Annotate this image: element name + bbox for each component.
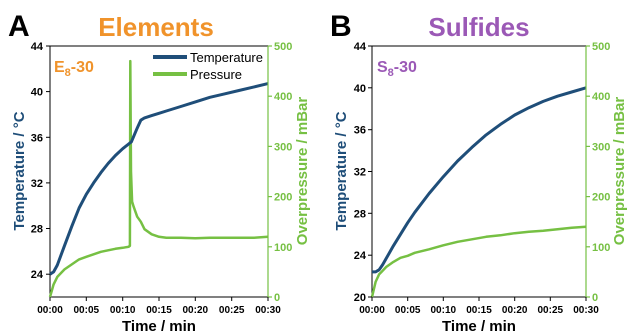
panel-b-xtick: 00:20 [502, 305, 528, 316]
panel-b-ytick-left: 44 [354, 41, 367, 53]
panel-b-ytick-left: 36 [354, 125, 366, 137]
panel-a-xtick: 00:00 [37, 305, 63, 316]
panel-a-ytick-left: 32 [31, 178, 43, 190]
panel-b-ylabel-left: Temperature / °C [333, 111, 350, 230]
panel-b-ytick-right: 200 [592, 192, 610, 204]
panel-b-title: Sulfides [428, 12, 529, 42]
panel-b-xtick: 00:05 [395, 305, 421, 316]
panel-a-sample-label: E8-30 [54, 59, 94, 79]
panel-a-xtick: 00:20 [183, 305, 209, 316]
panel-b-ytick-right: 500 [592, 41, 610, 53]
panel-a-xtick: 00:30 [255, 305, 281, 316]
panel-b-x-axis [371, 297, 587, 301]
panel-a-sample-label-sub: 8 [65, 67, 71, 79]
panel-a-left-axis [46, 45, 50, 275]
panel-a-xtick: 00:25 [219, 305, 245, 316]
panel-a-right-axis [267, 45, 272, 298]
panel-b-ytick-right: 0 [592, 292, 598, 304]
panel-a-title: Elements [98, 12, 214, 42]
panel-a: A Elements E8-30 Temperature Pressure 44… [8, 10, 311, 335]
panel-b-ytick-left: 24 [354, 250, 367, 262]
panel-b-series-lines [370, 86, 587, 298]
panel-a-series-lines [48, 59, 269, 298]
panel-a-ytick-right: 500 [274, 41, 292, 53]
panel-b-xtick: 00:15 [466, 305, 492, 316]
panel-a-xtick: 00:05 [74, 305, 100, 316]
panel-b-right-axis [585, 45, 590, 298]
panel-b-sample-label-sub: 8 [388, 67, 394, 79]
panel-a-ytick-right: 0 [274, 292, 280, 304]
panel-a-sample-label-suffix: -30 [71, 59, 94, 76]
panel-b-plot-frame [371, 45, 587, 298]
panel-letter-b: B [330, 10, 352, 43]
panel-b-ytick-right: 400 [592, 91, 610, 103]
panel-a-ytick-right: 200 [274, 192, 292, 204]
panel-a-sample-label-main: E [54, 59, 65, 76]
panel-a-ytick-left: 44 [31, 41, 44, 53]
panel-b-ytick-right: 100 [592, 242, 610, 254]
panel-a-x-axis [49, 297, 269, 301]
panel-b: B Sulfides S8-30 44 40 36 32 28 24 20 Te… [330, 10, 628, 335]
legend-pressure-label: Pressure [190, 67, 242, 82]
panel-a-ytick-left: 24 [31, 269, 44, 281]
panel-a-ytick-left: 40 [31, 87, 43, 99]
panel-a-ytick-right: 400 [274, 91, 292, 103]
panel-a-ytick-right: 300 [274, 141, 292, 153]
panel-b-xlabel: Time / min [442, 318, 516, 335]
panel-b-sample-label-main: S [377, 59, 388, 76]
panel-b-left-axis [368, 45, 372, 298]
panel-a-ylabel-right: Overpressure / mBar [294, 97, 311, 246]
series-line-temperature [49, 82, 269, 276]
panel-a-xtick: 00:15 [146, 305, 172, 316]
legend-temperature-label: Temperature [190, 50, 263, 65]
panel-letter-a: A [8, 10, 30, 43]
panel-b-ytick-left: 32 [354, 167, 366, 179]
panel-a-legend: Temperature Pressure [153, 50, 263, 82]
panel-b-ytick-left: 40 [354, 83, 366, 95]
panel-b-xtick: 00:25 [538, 305, 564, 316]
panel-a-ytick-right: 100 [274, 242, 292, 254]
panel-b-ytick-left: 28 [354, 208, 366, 220]
panel-a-xlabel: Time / min [122, 318, 196, 335]
panel-a-xtick: 00:10 [110, 305, 136, 316]
panel-b-sample-label-suffix: -30 [394, 59, 417, 76]
panel-b-ytick-right: 300 [592, 141, 610, 153]
series-line-pressure [370, 225, 587, 298]
panel-a-ytick-left: 36 [31, 132, 43, 144]
series-line-temperature [372, 86, 587, 274]
panel-b-ytick-left: 20 [354, 292, 366, 304]
panel-a-ytick-left: 28 [31, 224, 43, 236]
panel-b-sample-label: S8-30 [377, 59, 417, 79]
panel-b-xtick: 00:10 [431, 305, 457, 316]
series-line-pressure [48, 59, 269, 298]
panel-b-xtick: 00:00 [359, 305, 385, 316]
panel-b-xtick: 00:30 [573, 305, 599, 316]
panel-a-ylabel-left: Temperature / °C [11, 111, 28, 230]
panel-b-ylabel-right: Overpressure / mBar [611, 97, 628, 246]
